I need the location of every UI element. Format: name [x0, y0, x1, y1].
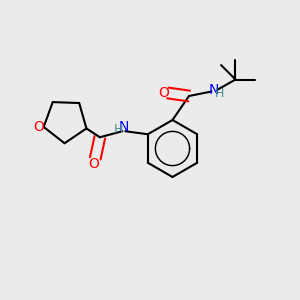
Text: N: N	[118, 120, 129, 134]
Text: N: N	[209, 83, 219, 97]
Text: H: H	[114, 123, 123, 136]
Text: O: O	[88, 157, 99, 171]
Text: H: H	[215, 87, 225, 101]
Text: O: O	[33, 120, 44, 134]
Text: O: O	[158, 86, 169, 100]
